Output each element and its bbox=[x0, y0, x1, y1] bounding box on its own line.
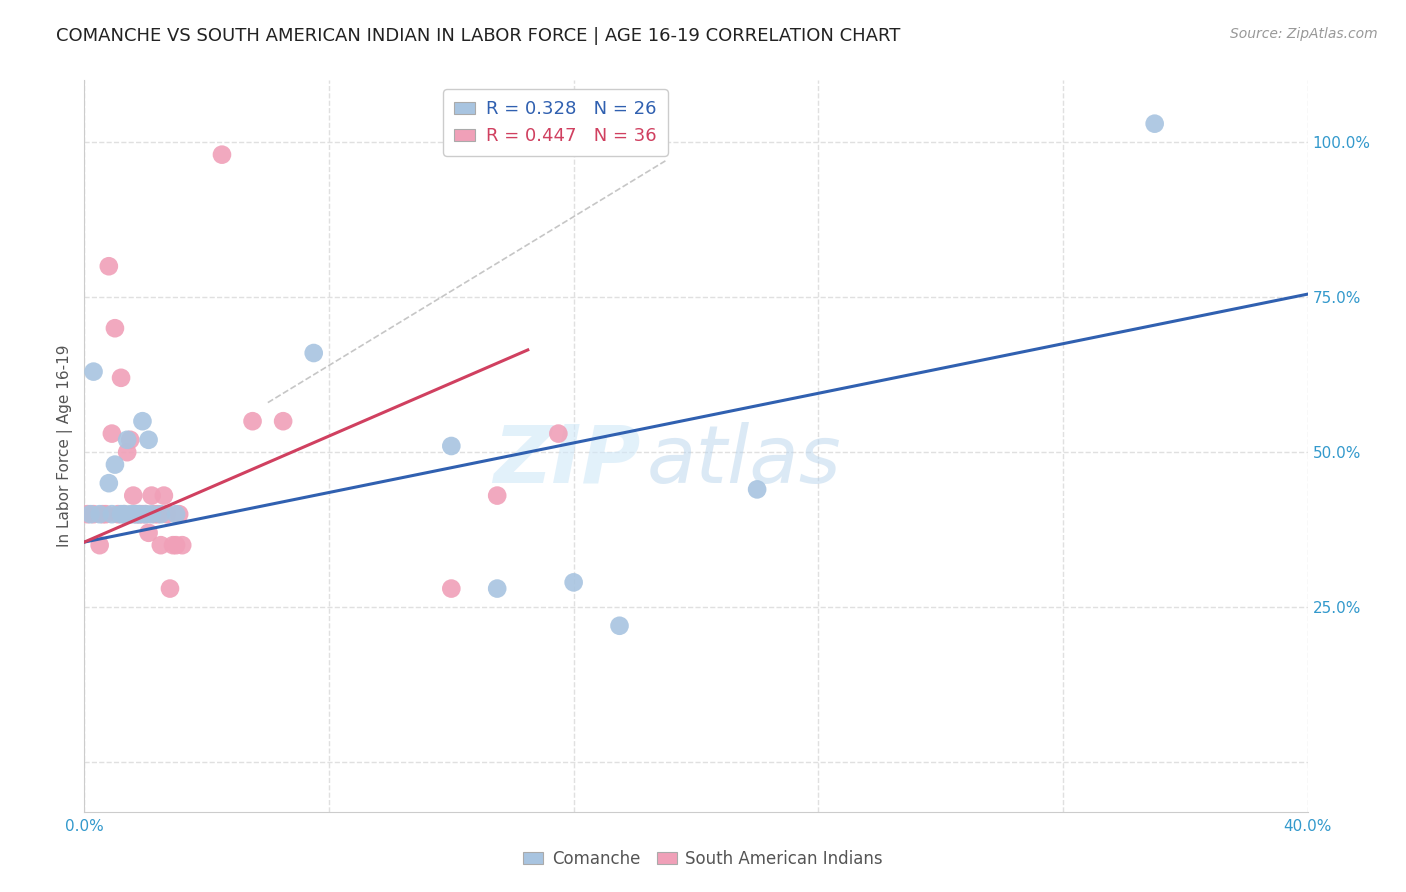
Point bbox=[146, 507, 169, 521]
Text: ZIP: ZIP bbox=[494, 422, 641, 500]
Point bbox=[141, 489, 163, 503]
Point bbox=[110, 371, 132, 385]
Point bbox=[131, 507, 153, 521]
Text: atlas: atlas bbox=[647, 422, 842, 500]
Point bbox=[302, 346, 325, 360]
Point bbox=[125, 507, 148, 521]
Point bbox=[115, 445, 138, 459]
Point bbox=[131, 414, 153, 428]
Point bbox=[76, 507, 98, 521]
Point bbox=[112, 507, 135, 521]
Point bbox=[104, 458, 127, 472]
Point bbox=[149, 538, 172, 552]
Text: COMANCHE VS SOUTH AMERICAN INDIAN IN LABOR FORCE | AGE 16-19 CORRELATION CHART: COMANCHE VS SOUTH AMERICAN INDIAN IN LAB… bbox=[56, 27, 901, 45]
Point bbox=[122, 489, 145, 503]
Point bbox=[135, 507, 157, 521]
Point bbox=[122, 507, 145, 521]
Point bbox=[89, 538, 111, 552]
Point bbox=[153, 489, 176, 503]
Point bbox=[91, 507, 114, 521]
Point bbox=[440, 582, 463, 596]
Point bbox=[101, 507, 124, 521]
Point bbox=[104, 321, 127, 335]
Point bbox=[156, 507, 179, 521]
Point bbox=[440, 439, 463, 453]
Point bbox=[486, 489, 509, 503]
Point bbox=[120, 507, 142, 521]
Point bbox=[94, 507, 117, 521]
Point bbox=[115, 433, 138, 447]
Point bbox=[97, 259, 120, 273]
Point bbox=[138, 433, 160, 447]
Point bbox=[162, 538, 184, 552]
Point bbox=[110, 507, 132, 521]
Point bbox=[167, 507, 190, 521]
Point bbox=[101, 426, 124, 441]
Point bbox=[135, 507, 157, 521]
Point bbox=[79, 507, 101, 521]
Point bbox=[128, 507, 150, 521]
Point bbox=[747, 483, 769, 497]
Point bbox=[1143, 117, 1166, 131]
Legend: Comanche, South American Indians: Comanche, South American Indians bbox=[516, 844, 890, 875]
Point bbox=[271, 414, 294, 428]
Point bbox=[128, 507, 150, 521]
Point bbox=[165, 538, 187, 552]
Point bbox=[83, 507, 105, 521]
Point bbox=[83, 365, 105, 379]
Point bbox=[97, 476, 120, 491]
Point bbox=[89, 507, 111, 521]
Point bbox=[547, 426, 569, 441]
Y-axis label: In Labor Force | Age 16-19: In Labor Force | Age 16-19 bbox=[58, 344, 73, 548]
Point bbox=[609, 619, 631, 633]
Point bbox=[562, 575, 585, 590]
Point bbox=[120, 433, 142, 447]
Point bbox=[486, 582, 509, 596]
Point bbox=[107, 507, 129, 521]
Point bbox=[242, 414, 264, 428]
Legend: R = 0.328   N = 26, R = 0.447   N = 36: R = 0.328 N = 26, R = 0.447 N = 36 bbox=[443, 89, 668, 156]
Point bbox=[141, 507, 163, 521]
Point bbox=[149, 507, 172, 521]
Point bbox=[165, 507, 187, 521]
Point bbox=[211, 147, 233, 161]
Point bbox=[172, 538, 194, 552]
Point bbox=[159, 582, 181, 596]
Text: Source: ZipAtlas.com: Source: ZipAtlas.com bbox=[1230, 27, 1378, 41]
Point bbox=[138, 525, 160, 540]
Point bbox=[125, 507, 148, 521]
Point bbox=[143, 507, 166, 521]
Point bbox=[112, 507, 135, 521]
